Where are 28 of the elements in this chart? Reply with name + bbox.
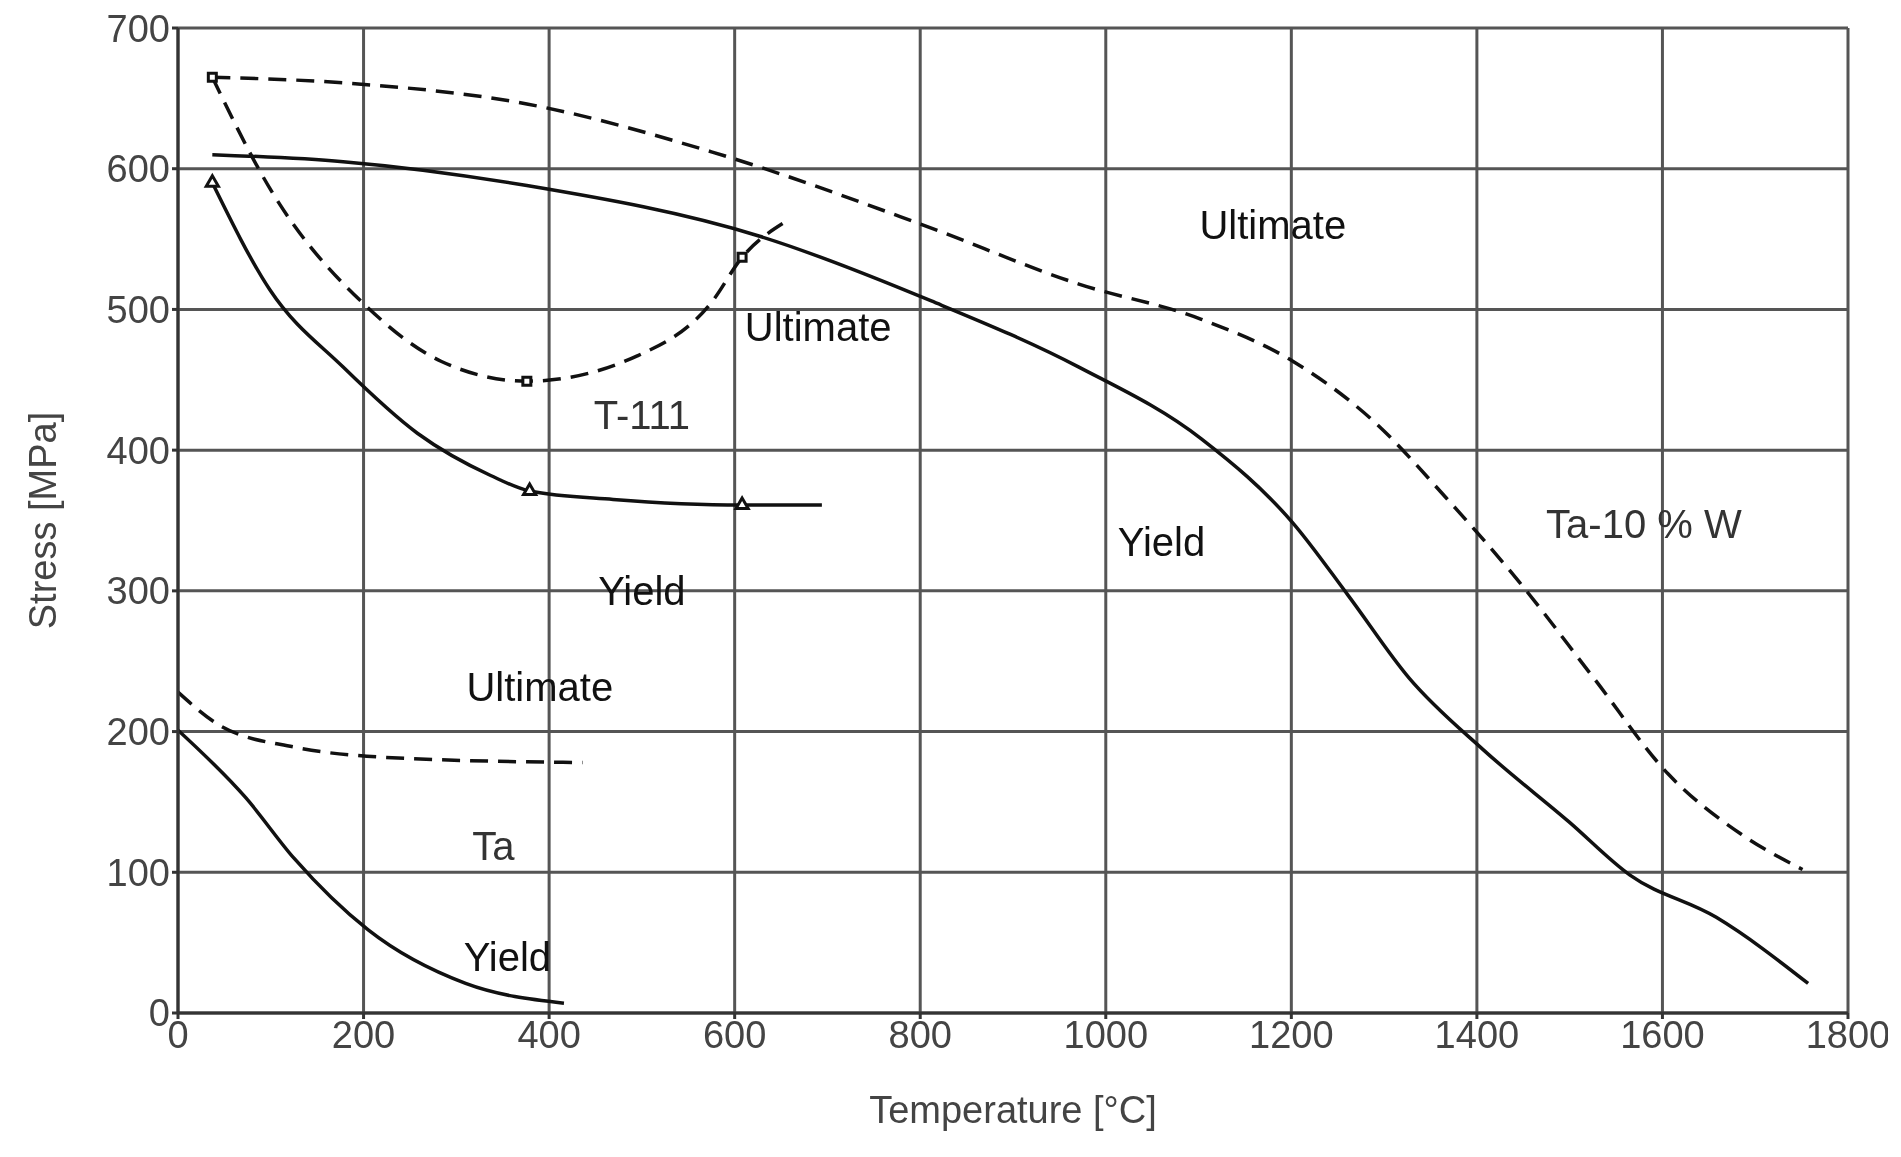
x-tick-label: 400 [517, 1013, 581, 1056]
x-tick-label: 1200 [1249, 1013, 1334, 1056]
line-series [178, 728, 566, 1005]
series-label: Ultimate [744, 304, 892, 349]
x-tick-label: 1600 [1620, 1013, 1705, 1056]
y-tick-label: 100 [106, 851, 170, 894]
point [204, 174, 220, 188]
point [734, 496, 750, 511]
point [736, 251, 748, 263]
x-tick-label: 200 [331, 1013, 396, 1056]
y-tick-label: 400 [106, 429, 170, 472]
y-axis-title: Stress [MPa] [22, 411, 65, 630]
x-tick-label: 600 [702, 1013, 767, 1056]
annotation: Ta [472, 823, 516, 868]
x-axis-title: Temperature [°C] [869, 1089, 1157, 1131]
point [522, 482, 538, 496]
series-label: Yield [1117, 519, 1206, 564]
annotation: T-111 [593, 393, 691, 438]
x-tick-label: 1000 [1063, 1013, 1149, 1056]
y-tick-label: 700 [106, 7, 170, 50]
y-tick-label: 600 [106, 148, 170, 191]
x-tick-label: 800 [888, 1013, 952, 1056]
point [521, 375, 533, 387]
point [206, 71, 218, 83]
y-tick-label: 500 [106, 288, 170, 331]
y-tick-label: 200 [106, 711, 170, 754]
x-tick-label: 1400 [1434, 1013, 1520, 1056]
y-tick-label: 300 [106, 570, 170, 613]
